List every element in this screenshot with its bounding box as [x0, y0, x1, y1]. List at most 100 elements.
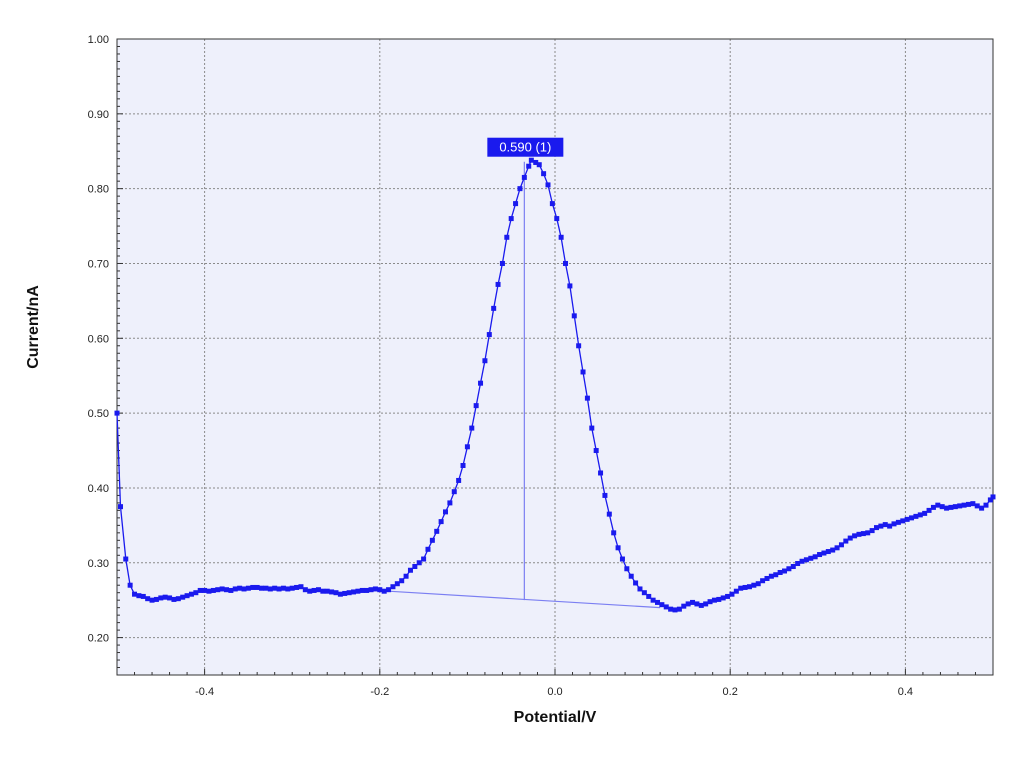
data-point: [878, 523, 884, 529]
data-point: [254, 584, 260, 590]
data-point: [663, 604, 669, 610]
data-point: [469, 425, 475, 431]
data-point: [974, 503, 980, 509]
data-point: [241, 586, 247, 592]
data-point: [508, 216, 514, 222]
data-point: [990, 494, 996, 500]
data-point: [584, 395, 590, 401]
data-point: [786, 566, 792, 572]
data-point: [987, 497, 993, 503]
data-point: [944, 505, 950, 511]
y-tick-label: 0.50: [88, 408, 109, 420]
data-point: [451, 489, 457, 495]
data-point: [473, 403, 479, 409]
data-point: [175, 596, 181, 602]
data-point: [948, 504, 954, 510]
data-point: [703, 601, 709, 607]
data-point: [782, 568, 788, 574]
data-point: [650, 597, 656, 603]
data-point: [571, 313, 577, 319]
data-point: [193, 590, 199, 596]
data-point: [276, 586, 282, 592]
data-point: [438, 519, 444, 525]
data-point: [197, 587, 203, 593]
data-point: [513, 201, 519, 207]
data-point: [817, 552, 823, 558]
data-point: [900, 518, 906, 524]
data-point: [294, 584, 300, 590]
data-point: [412, 564, 418, 570]
data-point: [364, 587, 370, 593]
data-point: [808, 555, 814, 561]
data-point: [289, 585, 295, 591]
data-point: [149, 597, 155, 603]
data-point: [742, 584, 748, 590]
data-point: [533, 159, 539, 165]
data-point: [158, 595, 164, 601]
data-point: [895, 519, 901, 525]
data-point: [654, 599, 660, 605]
data-point: [311, 587, 317, 593]
data-point: [799, 558, 805, 564]
data-point: [619, 556, 625, 562]
data-point: [394, 581, 400, 587]
x-axis-tick-labels: -0.4 -0.2 0.0 0.2 0.4: [195, 686, 913, 698]
data-point: [939, 504, 945, 510]
data-point: [983, 502, 989, 508]
data-point: [957, 503, 963, 509]
data-point: [337, 591, 343, 597]
data-point: [694, 601, 700, 607]
y-tick-label: 0.80: [88, 184, 109, 196]
data-point: [359, 587, 365, 593]
data-point: [517, 186, 523, 192]
data-point: [224, 587, 229, 593]
data-point: [746, 584, 752, 590]
data-point: [202, 587, 208, 593]
y-axis-title: Current/nA: [25, 285, 42, 369]
data-point: [324, 588, 330, 594]
plot-border: [116, 38, 994, 676]
peak-label-box: [487, 137, 564, 157]
data-point: [478, 380, 484, 386]
data-point: [865, 530, 871, 536]
y-tick-label: 0.90: [88, 109, 109, 121]
data-point: [153, 596, 159, 602]
data-point: [576, 343, 582, 349]
data-point: [180, 594, 186, 600]
data-point: [434, 528, 440, 534]
x-tick-label: 0.4: [898, 686, 913, 698]
data-point: [795, 561, 801, 567]
data-point: [526, 163, 532, 169]
data-point: [790, 564, 796, 570]
data-point: [720, 595, 726, 601]
data-point: [351, 589, 357, 595]
data-point: [416, 560, 422, 566]
data-point: [263, 585, 269, 591]
data-point: [733, 588, 739, 594]
data-point: [681, 603, 687, 609]
data-point: [250, 584, 256, 590]
data-point: [882, 522, 888, 528]
data-point: [184, 593, 190, 599]
x-tick-label: 0.0: [547, 686, 562, 698]
data-point: [672, 607, 678, 613]
data-point: [536, 162, 542, 168]
data-point: [329, 589, 335, 595]
y-tick-label: 0.60: [88, 333, 109, 345]
data-point: [598, 470, 604, 476]
data-point: [606, 511, 612, 517]
data-point: [307, 588, 313, 594]
data-point: [860, 531, 866, 537]
data-point: [904, 516, 910, 522]
data-point: [676, 606, 682, 612]
data-point: [624, 566, 630, 572]
data-point: [333, 590, 339, 596]
data-point: [773, 572, 779, 578]
data-point: [545, 182, 551, 188]
data-point: [869, 528, 875, 534]
data-point: [602, 492, 608, 498]
data-point: [751, 582, 757, 588]
data-point: [926, 507, 932, 513]
data-point: [346, 590, 352, 596]
data-point: [738, 585, 744, 591]
